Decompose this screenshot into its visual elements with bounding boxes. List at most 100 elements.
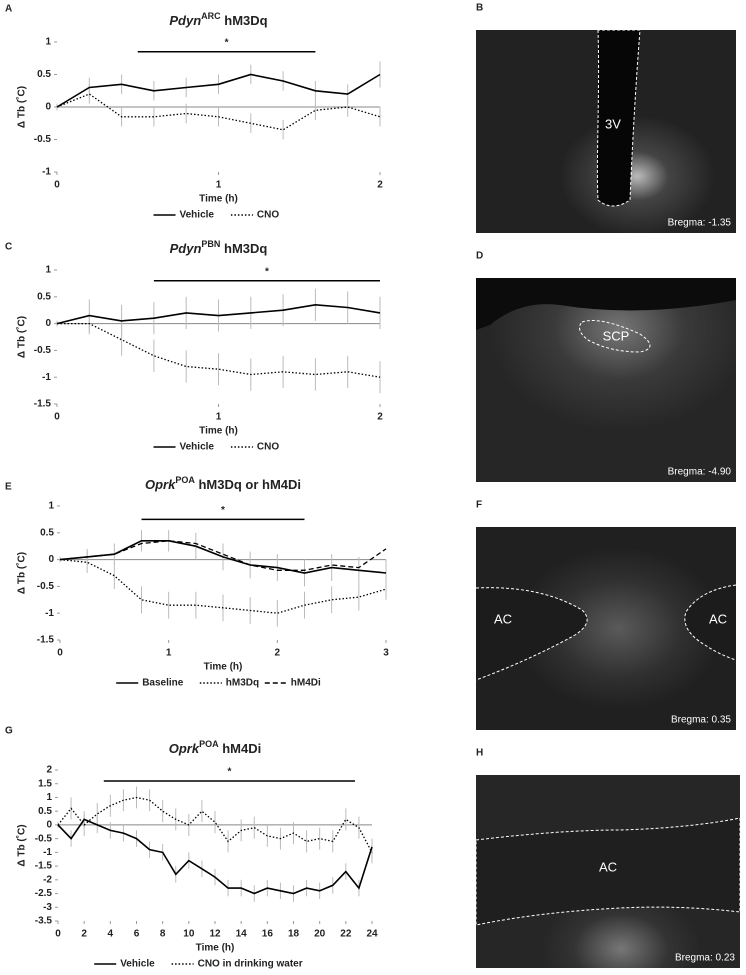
panel-letter: G bbox=[5, 726, 13, 737]
y-tick-label: 0 bbox=[45, 318, 51, 329]
data-line bbox=[56, 303, 381, 325]
significance-label: * bbox=[227, 767, 231, 778]
x-tick-label: 1 bbox=[166, 648, 172, 659]
chart-title: OprkPOA hM3Dq or hM4Di bbox=[145, 475, 301, 492]
data-line bbox=[57, 796, 373, 853]
x-tick-label: 2 bbox=[275, 648, 281, 659]
significance-label: * bbox=[225, 37, 229, 48]
y-axis-label: Δ Tb (˚C) bbox=[16, 316, 28, 358]
legend-label: CNO in drinking water bbox=[198, 959, 303, 970]
legend-label: CNO bbox=[257, 442, 279, 453]
title-rest: hM4Di bbox=[219, 741, 262, 756]
y-tick-label: 1 bbox=[46, 792, 52, 803]
x-tick-label: 12 bbox=[209, 929, 221, 940]
legend-label: hM4Di bbox=[291, 678, 321, 689]
x-tick-label: 0 bbox=[57, 648, 63, 659]
y-axis-label: Δ Tb (˚C) bbox=[16, 824, 28, 866]
y-tick-label: 0.5 bbox=[40, 527, 54, 538]
legend-label: Vehicle bbox=[120, 959, 155, 970]
region-label: AC bbox=[494, 611, 512, 626]
chart-title: OprkPOA hM4Di bbox=[169, 739, 261, 756]
panel-letter: A bbox=[5, 4, 12, 15]
x-tick-label: 0 bbox=[54, 180, 60, 191]
y-tick-label: 1 bbox=[45, 37, 51, 48]
legend-label: hM3Dq bbox=[226, 678, 259, 689]
y-tick-label: 1 bbox=[48, 501, 54, 512]
x-tick-label: 20 bbox=[314, 929, 326, 940]
region-outline bbox=[684, 584, 737, 661]
y-tick-label: -1 bbox=[42, 167, 51, 178]
y-tick-label: -2.5 bbox=[35, 888, 53, 899]
x-tick-label: 2 bbox=[81, 929, 87, 940]
region-outline bbox=[476, 278, 736, 330]
chart-panel: G OprkPOA hM4Di -3.5 -3 -2.5 -2 -1.5 -1 -0.5 0 0.5… bbox=[5, 726, 378, 970]
x-tick-label: 0 bbox=[54, 412, 60, 423]
title-superscript: PBN bbox=[201, 239, 220, 249]
y-tick-label: 0 bbox=[46, 820, 52, 831]
title-superscript: ARC bbox=[201, 11, 221, 21]
bregma-label: Bregma: 0.35 bbox=[671, 715, 731, 726]
y-tick-label: 0 bbox=[45, 102, 51, 113]
title-rest: hM3Dq bbox=[221, 13, 268, 28]
panel-letter: D bbox=[476, 251, 483, 262]
x-tick-label: 24 bbox=[366, 929, 378, 940]
x-tick-label: 3 bbox=[383, 648, 389, 659]
legend-label: Vehicle bbox=[180, 210, 215, 221]
y-tick-label: -0.5 bbox=[35, 833, 53, 844]
x-tick-label: 1 bbox=[216, 412, 222, 423]
title-gene: Pdyn bbox=[169, 13, 201, 28]
y-tick-label: -1.5 bbox=[35, 861, 53, 872]
y-tick-label: -1.5 bbox=[34, 399, 52, 410]
y-tick-label: -1.5 bbox=[37, 635, 55, 646]
y-tick-label: -1 bbox=[42, 372, 51, 383]
x-tick-label: 6 bbox=[134, 929, 140, 940]
title-superscript: POA bbox=[199, 739, 219, 749]
data-line bbox=[59, 558, 387, 614]
region-outline bbox=[475, 817, 741, 926]
y-tick-label: 0.5 bbox=[37, 291, 51, 302]
y-tick-label: -1 bbox=[45, 608, 54, 619]
panel-letter: F bbox=[476, 500, 482, 511]
y-tick-label: 0.5 bbox=[37, 69, 51, 80]
title-rest: hM3Dq or hM4Di bbox=[195, 477, 301, 492]
x-axis-label: Time (h) bbox=[196, 943, 235, 954]
micrograph: B 3V Bregma: -1.35 bbox=[476, 3, 736, 233]
region-outline bbox=[579, 320, 651, 353]
x-tick-label: 14 bbox=[236, 929, 248, 940]
legend-label: Baseline bbox=[142, 678, 184, 689]
significance-label: * bbox=[221, 505, 225, 516]
x-tick-label: 2 bbox=[377, 180, 383, 191]
x-tick-label: 0 bbox=[55, 929, 61, 940]
y-axis-label: Δ Tb (˚C) bbox=[16, 86, 28, 128]
bregma-label: Bregma: 0.23 bbox=[675, 953, 735, 964]
panel-letter: B bbox=[476, 3, 483, 14]
x-tick-label: 2 bbox=[377, 412, 383, 423]
micrograph: D SCP Bregma: -4.90 bbox=[476, 251, 736, 482]
y-tick-label: 0.5 bbox=[38, 806, 52, 817]
micrograph: F AC AC Bregma: 0.35 bbox=[475, 500, 737, 730]
panel-letter: C bbox=[5, 242, 12, 253]
x-tick-label: 18 bbox=[288, 929, 300, 940]
x-axis-label: Time (h) bbox=[204, 662, 243, 673]
region-label: SCP bbox=[603, 328, 630, 343]
panel-letter: E bbox=[5, 482, 12, 493]
y-tick-label: 1 bbox=[45, 265, 51, 276]
chart-title: PdynARC hM3Dq bbox=[169, 11, 267, 28]
x-tick-label: 8 bbox=[160, 929, 166, 940]
data-line bbox=[57, 322, 381, 378]
chart-panel: C PdynPBN hM3Dq -1.5 -1 -0.5 0 0.5 1 0 1 2 Time (h)… bbox=[5, 239, 383, 452]
x-tick-label: 22 bbox=[340, 929, 352, 940]
region-label: 3V bbox=[605, 116, 621, 131]
chart-title: PdynPBN hM3Dq bbox=[170, 239, 268, 256]
region-outline bbox=[475, 587, 588, 681]
panel-letter: H bbox=[476, 748, 483, 759]
title-gene: Oprk bbox=[169, 741, 200, 756]
x-tick-label: 16 bbox=[262, 929, 274, 940]
image-background bbox=[476, 278, 736, 482]
significance-label: * bbox=[265, 266, 269, 277]
chart-panel: A PdynARC hM3Dq -1 -0.5 0 0.5 1 0 1 2 Time (h) Δ Tb… bbox=[5, 4, 383, 221]
x-axis-label: Time (h) bbox=[199, 194, 238, 205]
y-tick-label: 0 bbox=[48, 554, 54, 565]
region-label: AC bbox=[709, 611, 727, 626]
